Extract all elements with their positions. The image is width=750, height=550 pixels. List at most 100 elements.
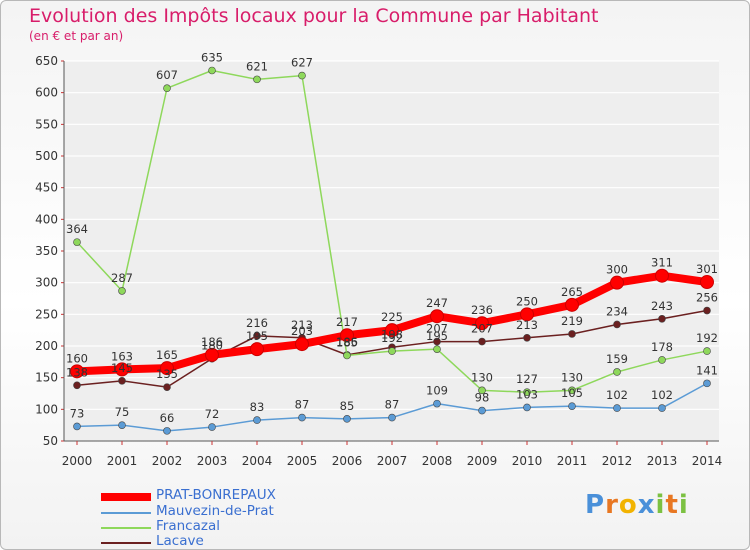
chart-subtitle: (en € et par an) <box>29 29 124 43</box>
point-mauvezin <box>433 399 441 408</box>
data-label-lacave: 216 <box>246 316 268 330</box>
legend-swatch-francazal <box>101 527 151 529</box>
y-tick-label: 100 <box>35 402 58 416</box>
chart-title: Evolution des Impôts locaux pour la Comm… <box>29 5 599 27</box>
y-tick-label: 400 <box>35 212 58 226</box>
point-francazal <box>568 386 576 395</box>
point-francazal <box>163 84 171 93</box>
logo-letter: i <box>678 490 689 520</box>
x-tick-label: 2008 <box>422 454 453 468</box>
data-label-francazal: 364 <box>66 222 88 236</box>
data-label-prat: 300 <box>606 263 628 277</box>
data-label-lacave: 186 <box>336 335 358 349</box>
data-label-prat: 247 <box>426 296 448 310</box>
point-lacave <box>658 314 666 323</box>
logo-letter: i <box>655 490 666 520</box>
data-label-prat: 186 <box>201 335 223 349</box>
point-francazal <box>523 388 531 397</box>
logo-letter: t <box>665 490 679 520</box>
point-prat <box>475 316 489 331</box>
data-label-lacave: 145 <box>111 361 133 375</box>
x-tick-label: 2004 <box>242 454 273 468</box>
point-prat <box>700 275 714 290</box>
point-lacave <box>433 337 441 346</box>
legend-label-mauvezin: Mauvezin-de-Prat <box>156 503 274 519</box>
x-tick-label: 2003 <box>197 454 228 468</box>
x-tick-label: 2000 <box>62 454 93 468</box>
data-label-prat: 250 <box>516 294 538 308</box>
legend-swatch-mauvezin <box>101 512 151 514</box>
logo-letter: r <box>605 490 619 520</box>
data-label-prat: 225 <box>381 310 403 324</box>
y-tick-label: 250 <box>35 307 58 321</box>
point-prat <box>385 323 399 338</box>
point-prat <box>250 342 264 357</box>
y-tick-label: 300 <box>35 276 58 290</box>
x-tick-label: 2005 <box>287 454 318 468</box>
point-lacave <box>523 333 531 342</box>
point-mauvezin <box>163 427 171 435</box>
data-label-mauvezin: 83 <box>250 400 265 414</box>
point-prat <box>655 268 669 283</box>
point-francazal <box>208 66 216 75</box>
point-francazal <box>433 345 441 353</box>
point-mauvezin <box>388 413 396 422</box>
data-label-francazal: 621 <box>246 59 268 73</box>
data-label-mauvezin: 75 <box>115 405 130 419</box>
y-tick-label: 500 <box>35 149 58 163</box>
legend-label-prat: PRAT-BONREPAUX <box>156 487 276 503</box>
data-label-francazal: 130 <box>471 370 493 384</box>
x-tick-label: 2012 <box>602 454 633 468</box>
point-mauvezin <box>478 406 486 415</box>
data-label-mauvezin: 72 <box>205 407 220 421</box>
point-francazal <box>253 75 261 84</box>
y-tick-label: 50 <box>43 434 58 448</box>
data-label-mauvezin: 141 <box>696 363 718 377</box>
legend-swatch-prat <box>101 493 151 501</box>
data-label-prat: 311 <box>651 256 673 270</box>
data-label-francazal: 627 <box>291 56 313 70</box>
point-prat <box>205 347 219 362</box>
point-francazal <box>343 351 351 360</box>
data-label-francazal: 607 <box>156 68 178 82</box>
point-prat <box>430 309 444 324</box>
y-tick-label: 600 <box>35 86 58 100</box>
point-prat <box>70 364 84 379</box>
data-label-lacave: 207 <box>426 322 448 336</box>
data-label-francazal: 127 <box>516 372 538 386</box>
data-label-mauvezin: 103 <box>516 387 538 401</box>
data-label-lacave: 256 <box>696 291 718 305</box>
data-label-francazal: 130 <box>561 370 583 384</box>
x-tick-label: 2002 <box>152 454 183 468</box>
data-label-lacave: 207 <box>471 322 493 336</box>
data-label-prat: 163 <box>111 349 133 363</box>
point-lacave <box>118 377 126 385</box>
y-tick-label: 450 <box>35 181 58 195</box>
data-label-francazal: 287 <box>111 271 133 285</box>
point-francazal <box>478 386 486 395</box>
point-prat <box>520 307 534 322</box>
data-label-francazal: 635 <box>201 51 223 65</box>
y-tick-label: 650 <box>35 54 58 68</box>
data-label-lacave: 135 <box>156 367 178 381</box>
data-label-mauvezin: 102 <box>651 388 673 402</box>
x-tick-label: 2006 <box>332 454 363 468</box>
data-label-francazal: 178 <box>651 340 673 354</box>
point-lacave <box>478 337 486 346</box>
point-mauvezin <box>613 404 621 412</box>
x-tick-label: 2001 <box>107 454 138 468</box>
data-label-mauvezin: 105 <box>561 386 583 400</box>
data-label-lacave: 180 <box>201 339 223 353</box>
data-label-prat: 203 <box>291 324 313 338</box>
data-label-prat: 265 <box>561 285 583 299</box>
x-tick-label: 2007 <box>377 454 408 468</box>
point-lacave <box>568 330 576 338</box>
data-label-prat: 217 <box>336 315 358 329</box>
data-label-mauvezin: 102 <box>606 388 628 402</box>
point-mauvezin <box>568 402 576 410</box>
x-tick-label: 2013 <box>647 454 678 468</box>
point-mauvezin <box>253 416 261 424</box>
data-label-mauvezin: 98 <box>475 391 490 405</box>
point-prat <box>340 328 354 343</box>
point-mauvezin <box>73 422 81 431</box>
